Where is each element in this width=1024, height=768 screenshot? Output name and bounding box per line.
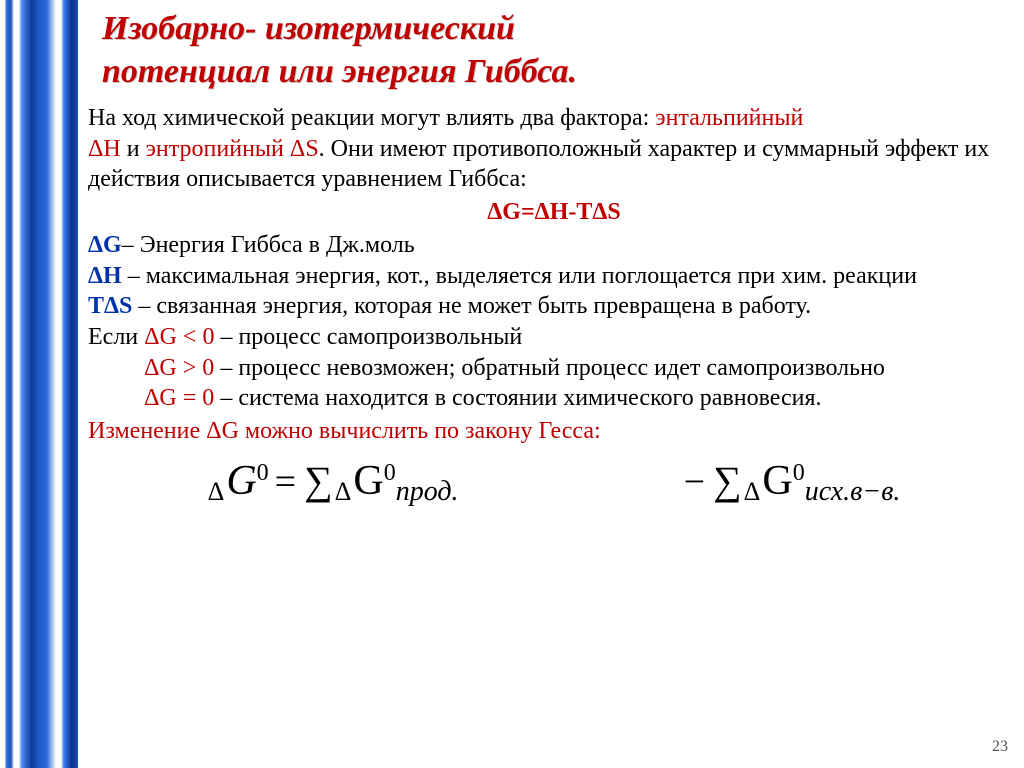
cond1-desc: – процесс самопроизвольный xyxy=(214,324,522,350)
f-sub-isx: исх.в−в. xyxy=(805,474,901,510)
line-cond3: ΔG = 0 – система находится в состоянии х… xyxy=(88,383,1020,414)
line-hess: Изменение ΔG можно вычислить по закону Г… xyxy=(88,416,1020,447)
line-dg: ΔG– Энергия Гиббса в Дж.моль xyxy=(88,230,1020,261)
cond3: ΔG = 0 xyxy=(144,385,214,411)
term-enthalpy: энтальпийный xyxy=(655,105,803,131)
f-sigma-2: ∑ xyxy=(713,455,742,506)
formula-lhs: Δ G 0 = ∑ Δ G 0 прод. xyxy=(208,455,459,509)
intro-text-a: На ход химической реакции могут влиять д… xyxy=(88,105,655,131)
f-g-1: G xyxy=(226,455,256,509)
f-g-3: G xyxy=(762,455,792,509)
desc-dg: – Энергия Гиббса в Дж.моль xyxy=(122,232,415,258)
f-eq: = xyxy=(275,458,296,507)
line-cond1: Если ΔG < 0 – процесс самопроизвольный xyxy=(88,322,1020,353)
symbol-tds: TΔS xyxy=(88,293,132,319)
symbol-dg: ΔG xyxy=(88,232,122,258)
f-g-2: G xyxy=(353,455,383,509)
desc-dh: – максимальная энергия, кот., выделяется… xyxy=(122,263,917,289)
slide-body: На ход химической реакции могут влиять д… xyxy=(88,103,1020,509)
f-sigma-1: ∑ xyxy=(304,455,333,506)
intro-text-d: и xyxy=(121,136,146,162)
term-entropy: энтропийный ΔS xyxy=(146,136,319,162)
cond2: ΔG > 0 xyxy=(144,355,214,381)
formula-rhs: − ∑ Δ G 0 исх.в−в. xyxy=(678,455,901,509)
paragraph-intro: На ход химической реакции могут влиять д… xyxy=(88,103,1020,195)
page-number: 23 xyxy=(992,738,1008,756)
if-label: Если xyxy=(88,324,144,350)
line-tds: TΔS – связанная энергия, которая не може… xyxy=(88,291,1020,322)
f-sup-2: 0 xyxy=(384,458,396,489)
cond2-desc: – процесс невозможен; обратный процесс и… xyxy=(214,355,885,381)
f-sup-1: 0 xyxy=(257,458,269,489)
cond3-desc: – система находится в состоянии химическ… xyxy=(214,385,821,411)
hess-formula: Δ G 0 = ∑ Δ G 0 прод. − ∑ Δ G 0 исх.в−в. xyxy=(88,455,1020,509)
line-dh: ΔН – максимальная энергия, кот., выделяе… xyxy=(88,261,1020,292)
f-delta-3: Δ xyxy=(744,475,761,508)
f-delta-1: Δ xyxy=(208,475,225,508)
line-cond2: ΔG > 0 – процесс невозможен; обратный пр… xyxy=(88,353,1020,384)
main-equation: ΔG=ΔH-TΔS xyxy=(88,197,1020,228)
f-delta-2: Δ xyxy=(335,475,352,508)
symbol-dh: ΔН xyxy=(88,136,121,162)
f-sub-prod: прод. xyxy=(396,474,459,510)
slide-content: Изобарно- изотермический потенциал или э… xyxy=(88,8,1020,764)
cond1: ΔG < 0 xyxy=(144,324,214,350)
desc-tds: – связанная энергия, которая не может бы… xyxy=(132,293,811,319)
title-line-2: потенциал или энергия Гиббса. xyxy=(102,53,577,90)
title-line-1: Изобарно- изотермический xyxy=(102,10,515,47)
slide-title: Изобарно- изотермический потенциал или э… xyxy=(88,8,1020,93)
f-minus: − xyxy=(684,458,705,507)
decorative-left-stripe xyxy=(0,0,78,768)
symbol-dh2: ΔН xyxy=(88,263,122,289)
f-sup-3: 0 xyxy=(793,458,805,489)
